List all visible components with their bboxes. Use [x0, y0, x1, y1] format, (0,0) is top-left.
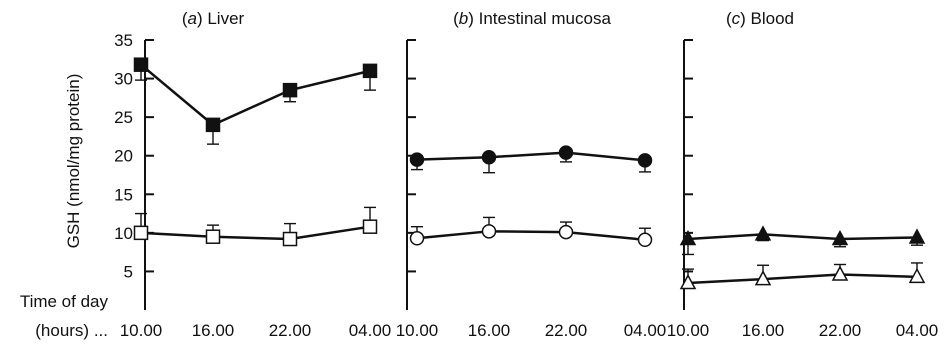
data-point — [282, 231, 298, 247]
data-point — [362, 219, 378, 234]
x-tick-label: 10.00 — [120, 321, 163, 340]
x-axis-caption-line-1: Time of day — [20, 292, 109, 311]
y-tick-label: 25 — [114, 108, 133, 127]
series-line — [687, 273, 918, 285]
data-point — [133, 57, 149, 72]
data-point — [409, 152, 425, 167]
x-tick-label: 22.00 — [269, 321, 312, 340]
data-point — [362, 63, 378, 79]
data-point — [908, 228, 926, 244]
series-open-triangle — [679, 262, 926, 290]
x-tick-label: 10.00 — [667, 321, 710, 340]
panel-a: (a) Liver 5 10 15 20 25 30 35 10.00 16.00 22.00 04.… — [114, 9, 391, 340]
series-line — [687, 233, 918, 241]
series-line — [416, 230, 646, 242]
data-point — [679, 229, 697, 246]
series-line — [416, 151, 646, 162]
x-tick-label: 22.00 — [545, 321, 588, 340]
data-point — [282, 82, 298, 98]
data-point — [831, 265, 849, 281]
series-open-circle — [409, 216, 653, 248]
x-tick-label: 16.00 — [742, 321, 785, 340]
y-tick-label: 15 — [114, 185, 133, 204]
data-point — [831, 229, 849, 246]
panel-title: (a) Liver — [182, 9, 245, 28]
series-open-square — [133, 206, 378, 247]
x-tick-label: 04.00 — [349, 321, 392, 340]
series-filled-circle — [409, 145, 653, 174]
y-tick-label: 20 — [114, 147, 133, 166]
series-filled-triangle — [679, 225, 926, 256]
y-axis-label: GSH (nmol/mg protein) — [64, 74, 83, 249]
data-point — [133, 225, 149, 241]
series-line — [140, 225, 371, 241]
panel-c: (c) Blood 10.00 16.00 22.00 04.00 — [667, 9, 939, 340]
data-point — [637, 232, 653, 248]
data-point — [558, 145, 574, 160]
series-filled-square — [133, 57, 378, 145]
panel-b: (b) Intestinal mucosa 10.00 16.00 22.00 04.0… — [396, 9, 667, 340]
data-point — [409, 231, 425, 246]
data-point — [481, 150, 497, 165]
x-tick-label: 04.00 — [624, 321, 667, 340]
x-axis-caption-line-2: (hours) ... — [35, 321, 108, 340]
data-point — [205, 229, 221, 244]
data-point — [679, 273, 697, 290]
series-line — [140, 63, 371, 127]
panel-title: (b) Intestinal mucosa — [453, 9, 611, 28]
x-tick-label: 16.00 — [468, 321, 511, 340]
y-tick-label: 30 — [114, 70, 133, 89]
y-tick-label: 5 — [124, 262, 133, 281]
data-point — [637, 153, 653, 168]
x-tick-label: 04.00 — [896, 321, 939, 340]
data-point — [754, 270, 772, 286]
x-tick-label: 22.00 — [819, 321, 862, 340]
data-point — [754, 225, 772, 241]
data-point — [908, 267, 926, 284]
x-tick-label: 10.00 — [396, 321, 439, 340]
data-point — [558, 224, 574, 240]
panel-title: (c) Blood — [726, 9, 794, 28]
data-point — [481, 224, 497, 239]
data-point — [205, 117, 221, 133]
y-tick-label: 10 — [114, 224, 133, 243]
x-tick-label: 16.00 — [192, 321, 235, 340]
y-tick-label: 35 — [114, 31, 133, 50]
